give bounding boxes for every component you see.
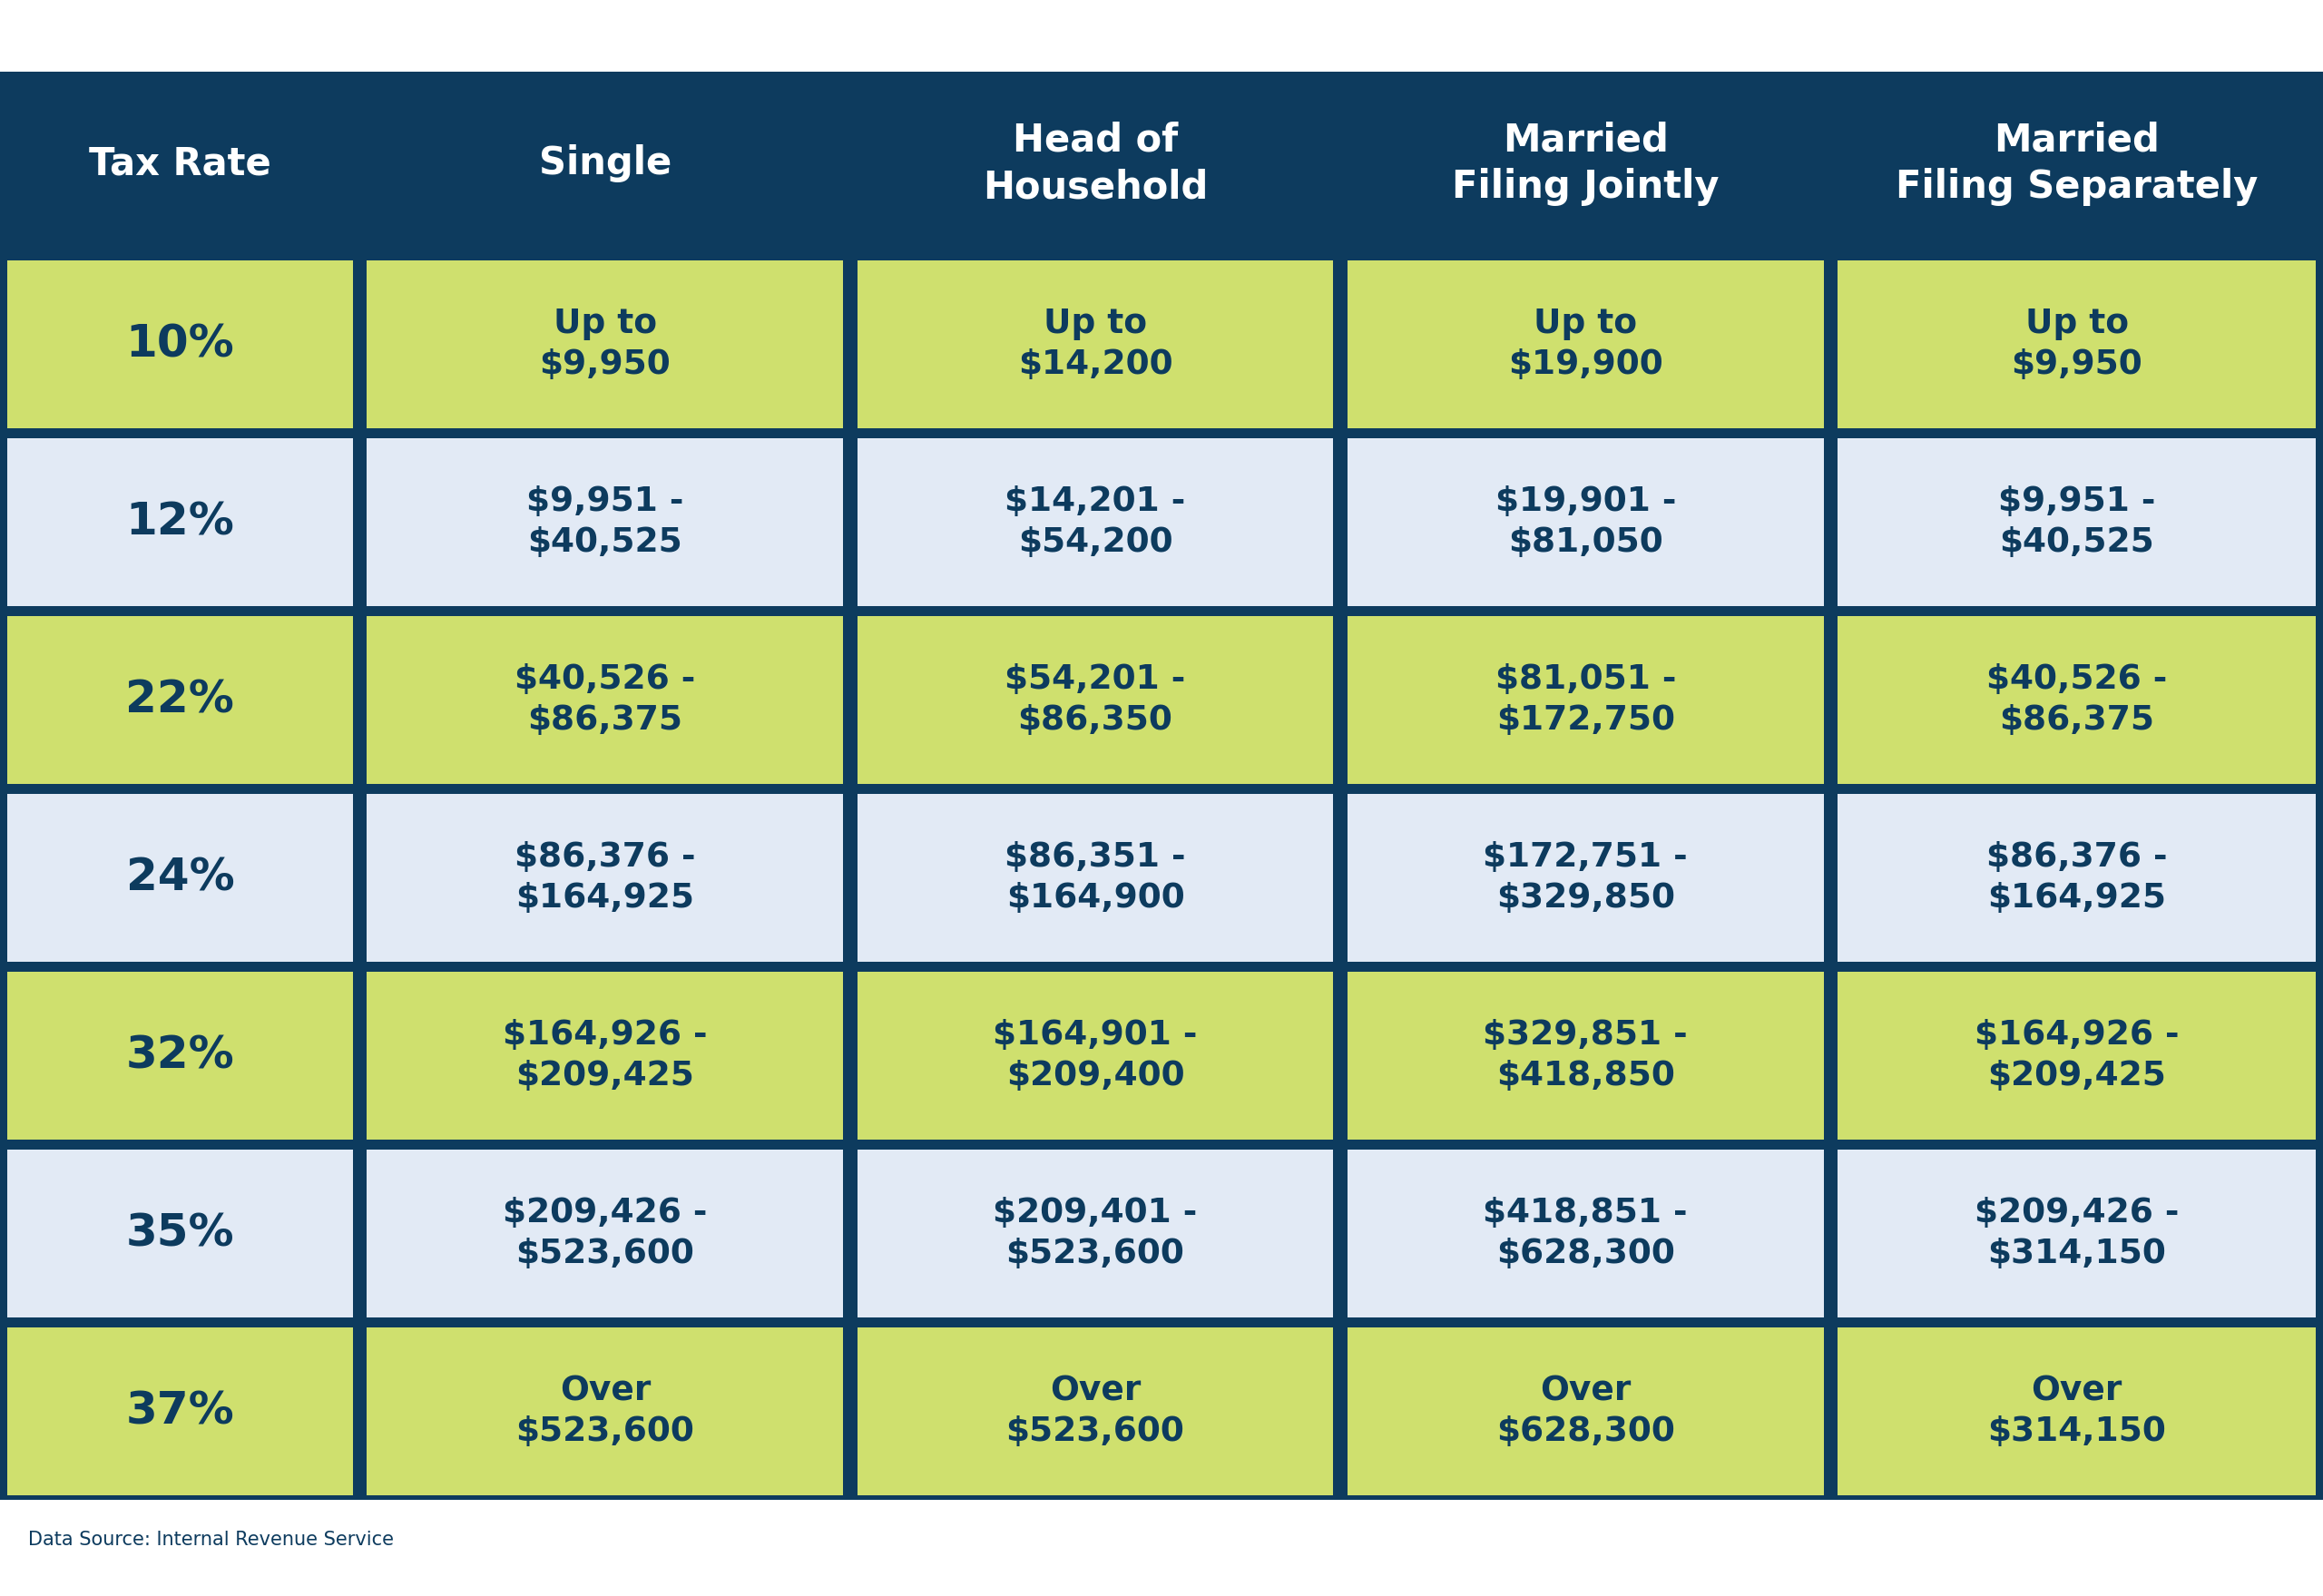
Bar bbox=[1837, 972, 2316, 1140]
Text: Over
$628,300: Over $628,300 bbox=[1496, 1374, 1675, 1448]
Text: Data Source: Internal Revenue Service: Data Source: Internal Revenue Service bbox=[28, 1531, 393, 1550]
Text: $164,926 -
$209,425: $164,926 - $209,425 bbox=[1975, 1020, 2179, 1092]
Text: 35%: 35% bbox=[125, 1211, 235, 1256]
Bar bbox=[857, 793, 1333, 962]
Bar bbox=[1347, 77, 1824, 251]
Bar bbox=[7, 437, 353, 606]
Bar bbox=[857, 77, 1333, 251]
Text: Tax Rate: Tax Rate bbox=[88, 145, 272, 182]
Bar bbox=[1837, 1328, 2316, 1495]
Text: Up to
$9,950: Up to $9,950 bbox=[539, 308, 671, 381]
Bar bbox=[7, 972, 353, 1140]
Text: $40,526 -
$86,375: $40,526 - $86,375 bbox=[1986, 664, 2167, 736]
Text: $40,526 -
$86,375: $40,526 - $86,375 bbox=[516, 664, 695, 736]
Bar bbox=[1837, 1149, 2316, 1318]
Bar bbox=[857, 616, 1333, 784]
Text: $86,376 -
$164,925: $86,376 - $164,925 bbox=[1986, 841, 2167, 915]
Text: $86,351 -
$164,900: $86,351 - $164,900 bbox=[1006, 841, 1185, 915]
Text: Over
$523,600: Over $523,600 bbox=[1006, 1374, 1185, 1448]
Bar bbox=[1837, 437, 2316, 606]
Text: Married
Filing Separately: Married Filing Separately bbox=[1896, 121, 2258, 206]
Bar bbox=[857, 1149, 1333, 1318]
Text: $209,426 -
$314,150: $209,426 - $314,150 bbox=[1975, 1197, 2179, 1270]
Text: $9,951 -
$40,525: $9,951 - $40,525 bbox=[1998, 485, 2156, 559]
Text: 12%: 12% bbox=[125, 500, 235, 544]
Bar bbox=[1347, 616, 1824, 784]
Bar bbox=[1347, 972, 1824, 1140]
Bar bbox=[1837, 260, 2316, 428]
Text: Head of
Household: Head of Household bbox=[983, 121, 1208, 206]
Text: $164,901 -
$209,400: $164,901 - $209,400 bbox=[992, 1020, 1199, 1092]
Text: 37%: 37% bbox=[125, 1390, 235, 1433]
Text: Up to
$19,900: Up to $19,900 bbox=[1508, 308, 1663, 381]
Text: $418,851 -
$628,300: $418,851 - $628,300 bbox=[1482, 1197, 1689, 1270]
Bar bbox=[1837, 616, 2316, 784]
Text: $164,926 -
$209,425: $164,926 - $209,425 bbox=[502, 1020, 709, 1092]
Text: Over
$523,600: Over $523,600 bbox=[516, 1374, 695, 1448]
Text: $14,201 -
$54,200: $14,201 - $54,200 bbox=[1006, 485, 1185, 559]
Bar bbox=[7, 77, 353, 251]
Bar bbox=[367, 1149, 843, 1318]
Text: $86,376 -
$164,925: $86,376 - $164,925 bbox=[516, 841, 695, 915]
Bar bbox=[367, 793, 843, 962]
Bar bbox=[1837, 793, 2316, 962]
Bar bbox=[1347, 260, 1824, 428]
Bar bbox=[7, 1328, 353, 1495]
Text: $172,751 -
$329,850: $172,751 - $329,850 bbox=[1482, 841, 1689, 915]
Bar bbox=[0, 72, 2323, 1500]
Bar bbox=[7, 616, 353, 784]
Bar bbox=[7, 793, 353, 962]
Bar bbox=[1347, 1149, 1824, 1318]
Text: 32%: 32% bbox=[125, 1034, 235, 1077]
Bar bbox=[7, 1149, 353, 1318]
Text: $209,401 -
$523,600: $209,401 - $523,600 bbox=[994, 1197, 1196, 1270]
Bar bbox=[367, 1328, 843, 1495]
Bar bbox=[1837, 77, 2316, 251]
Text: Up to
$9,950: Up to $9,950 bbox=[2012, 308, 2142, 381]
Bar bbox=[1347, 793, 1824, 962]
Bar bbox=[367, 972, 843, 1140]
Bar bbox=[367, 437, 843, 606]
Bar bbox=[367, 260, 843, 428]
Text: Single: Single bbox=[539, 145, 671, 182]
Text: Up to
$14,200: Up to $14,200 bbox=[1017, 308, 1173, 381]
Text: 10%: 10% bbox=[125, 322, 235, 365]
Text: $9,951 -
$40,525: $9,951 - $40,525 bbox=[527, 485, 683, 559]
Bar bbox=[7, 260, 353, 428]
Bar bbox=[857, 260, 1333, 428]
Text: $54,201 -
$86,350: $54,201 - $86,350 bbox=[1006, 664, 1185, 736]
Bar bbox=[1347, 437, 1824, 606]
Text: Married
Filing Jointly: Married Filing Jointly bbox=[1452, 121, 1719, 206]
Text: $19,901 -
$81,050: $19,901 - $81,050 bbox=[1496, 485, 1675, 559]
Text: $81,051 -
$172,750: $81,051 - $172,750 bbox=[1496, 664, 1675, 736]
Bar bbox=[367, 77, 843, 251]
Text: 24%: 24% bbox=[125, 855, 235, 900]
Bar bbox=[857, 1328, 1333, 1495]
Text: $209,426 -
$523,600: $209,426 - $523,600 bbox=[502, 1197, 709, 1270]
Bar bbox=[1347, 1328, 1824, 1495]
Bar bbox=[857, 437, 1333, 606]
Text: 22%: 22% bbox=[125, 678, 235, 721]
Text: Over
$314,150: Over $314,150 bbox=[1988, 1374, 2165, 1448]
Bar bbox=[367, 616, 843, 784]
Bar bbox=[857, 972, 1333, 1140]
Text: $329,851 -
$418,850: $329,851 - $418,850 bbox=[1482, 1020, 1689, 1092]
